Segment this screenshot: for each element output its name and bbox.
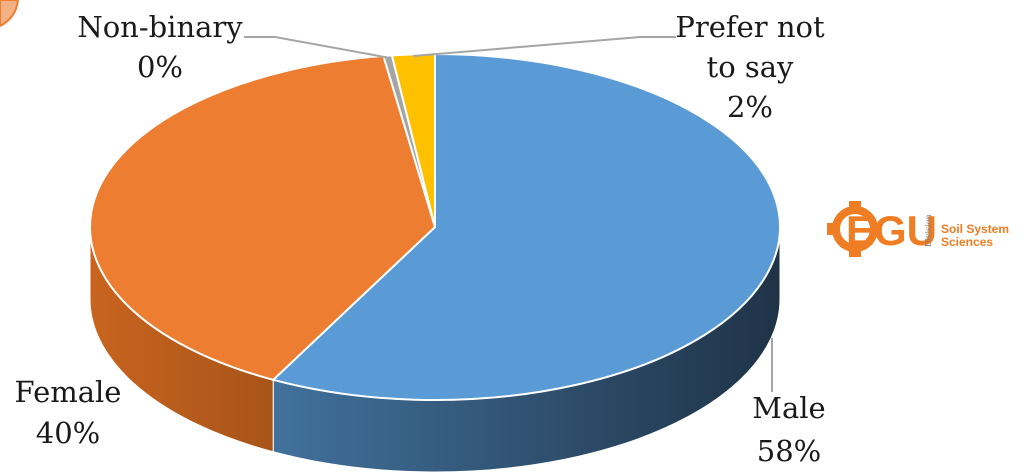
division-name-line-1: Soil System <box>941 222 1009 236</box>
value-prefer-not: 2% <box>727 90 773 124</box>
egu-logo: EGU Division Soil System Sciences <box>827 201 1009 257</box>
label-female: Female <box>15 375 122 409</box>
value-female: 40% <box>36 416 100 450</box>
egu-logo-word: EGU <box>846 207 937 254</box>
value-non-binary: 0% <box>137 50 183 84</box>
label-male: Male <box>752 391 825 425</box>
pie-tops <box>89 52 781 401</box>
division-text: Division <box>924 214 933 247</box>
label-prefer-not-line-2: to say <box>707 50 795 84</box>
leader-line-prefer-not <box>412 36 676 57</box>
value-male: 58% <box>757 434 821 468</box>
division-name-line-2: Sciences <box>941 235 993 249</box>
corner-ring-fragment <box>0 0 20 28</box>
pie-slice-female <box>89 54 437 381</box>
egu-gear-mark <box>827 201 878 257</box>
label-prefer-not-line-1: Prefer not <box>675 10 825 44</box>
pie-slice-male <box>271 52 781 401</box>
leader-line-non-binary <box>244 36 391 59</box>
label-non-binary: Non-binary <box>77 10 243 44</box>
